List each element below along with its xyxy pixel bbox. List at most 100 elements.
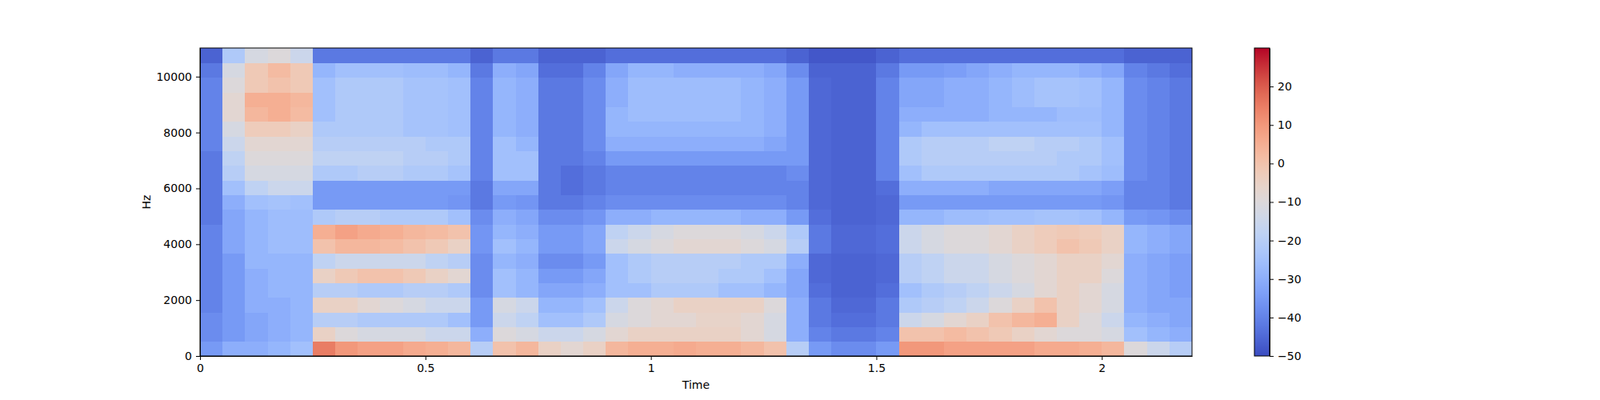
cell — [1079, 341, 1103, 356]
y-tick-label: 10000 — [156, 70, 192, 84]
cell — [696, 180, 720, 196]
cell — [492, 106, 516, 122]
cell — [988, 341, 1012, 356]
cell — [380, 77, 404, 93]
cell — [538, 209, 562, 225]
cell — [200, 312, 224, 328]
cell — [740, 180, 764, 196]
x-tick: 1 — [648, 356, 656, 375]
cell — [200, 268, 224, 284]
cell — [1124, 341, 1148, 356]
cell — [403, 165, 427, 181]
cell — [921, 282, 945, 298]
cell — [312, 282, 336, 298]
cell — [312, 209, 336, 225]
cell — [764, 312, 788, 328]
cell — [200, 326, 224, 342]
cell — [560, 224, 584, 240]
cell — [1169, 253, 1192, 269]
cell — [876, 297, 900, 313]
cell — [1124, 282, 1148, 298]
cell — [290, 77, 314, 93]
cell — [357, 165, 381, 181]
cell — [921, 180, 945, 196]
colorbar-tick: −50 — [1269, 349, 1302, 363]
cell — [808, 165, 832, 181]
cell — [899, 268, 923, 284]
cell — [786, 194, 810, 210]
cell — [380, 92, 404, 108]
cell — [1034, 297, 1058, 313]
cell — [808, 209, 832, 225]
cell — [876, 209, 900, 225]
cell — [718, 341, 742, 356]
cell — [290, 165, 314, 181]
cell — [966, 341, 990, 356]
cell — [200, 77, 224, 93]
cell — [1124, 180, 1148, 196]
cell — [921, 92, 945, 108]
cell — [876, 253, 900, 269]
cell — [1124, 121, 1148, 137]
cell — [718, 106, 742, 122]
cell — [786, 121, 810, 137]
x-tick-label: 1 — [648, 361, 656, 375]
cell — [357, 209, 381, 225]
cell — [673, 297, 697, 313]
cell — [1056, 121, 1080, 137]
cell — [628, 209, 652, 225]
cell — [831, 253, 855, 269]
cell — [831, 165, 855, 181]
cell — [1169, 238, 1192, 254]
cell — [605, 62, 629, 78]
cell — [403, 136, 427, 152]
cell — [290, 194, 314, 210]
cell — [516, 48, 540, 64]
cell — [1124, 238, 1148, 254]
cell — [357, 121, 381, 137]
cell — [876, 77, 900, 93]
cell — [448, 92, 472, 108]
x-axis-title: Time — [681, 378, 710, 392]
cell — [673, 238, 697, 254]
cell — [764, 224, 788, 240]
cell — [312, 253, 336, 269]
cell — [357, 224, 381, 240]
cell — [335, 312, 359, 328]
cell — [560, 62, 584, 78]
cell — [605, 253, 629, 269]
cell — [1147, 48, 1171, 64]
cell — [335, 62, 359, 78]
cell — [808, 282, 832, 298]
cell — [1056, 209, 1080, 225]
y-tick: 2000 — [163, 293, 200, 307]
cell — [673, 106, 697, 122]
cell — [651, 253, 675, 269]
cell — [1012, 48, 1036, 64]
cell — [470, 180, 494, 196]
cell — [1034, 209, 1058, 225]
y-tick-mark — [196, 244, 200, 245]
cell — [516, 150, 540, 166]
cell — [538, 150, 562, 166]
cell — [1056, 62, 1080, 78]
cell — [808, 48, 832, 64]
cell — [1147, 268, 1171, 284]
cell — [718, 297, 742, 313]
cell — [1124, 77, 1148, 93]
y-tick-label: 6000 — [163, 181, 192, 195]
cell — [876, 341, 900, 356]
cell — [357, 268, 381, 284]
cell — [673, 77, 697, 93]
cell — [605, 209, 629, 225]
cell — [425, 238, 449, 254]
cell — [1169, 77, 1192, 93]
cell — [853, 136, 877, 152]
cell — [244, 297, 268, 313]
cell — [583, 121, 607, 137]
y-tick-mark — [196, 188, 200, 189]
cell — [740, 224, 764, 240]
cell — [1079, 282, 1103, 298]
cell — [718, 92, 742, 108]
cell — [357, 194, 381, 210]
